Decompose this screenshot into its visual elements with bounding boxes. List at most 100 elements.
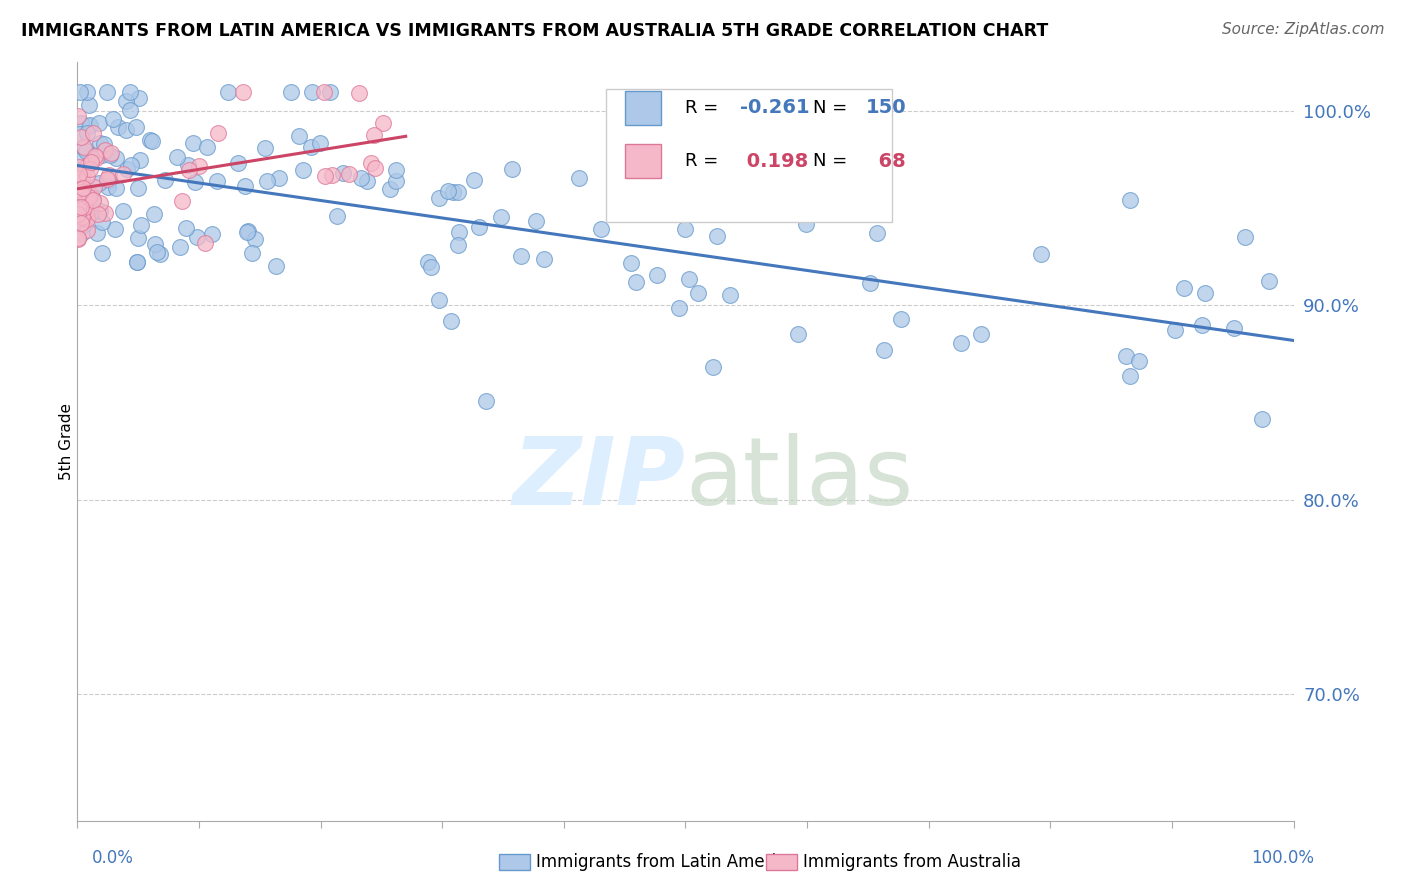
Point xyxy=(467,220,489,235)
Point xyxy=(1250,411,1272,425)
Point xyxy=(184,175,207,189)
Y-axis label: 5th Grade: 5th Grade xyxy=(59,403,73,480)
Point xyxy=(524,214,547,228)
Point xyxy=(70,216,93,230)
Point xyxy=(194,235,217,250)
Point xyxy=(93,136,115,151)
Point xyxy=(125,120,148,135)
Point xyxy=(127,254,149,268)
Point xyxy=(155,173,177,187)
Point xyxy=(169,240,191,254)
Point xyxy=(447,237,470,252)
Point xyxy=(309,136,332,150)
Point xyxy=(75,144,97,158)
Text: R =: R = xyxy=(686,152,724,170)
Point xyxy=(76,223,98,237)
Point xyxy=(84,149,107,163)
Point xyxy=(66,179,89,194)
Point xyxy=(384,163,406,178)
Point xyxy=(371,115,394,129)
Point xyxy=(256,174,278,188)
Point xyxy=(128,153,150,168)
Text: -0.261: -0.261 xyxy=(740,98,810,118)
Point xyxy=(96,85,118,99)
Point xyxy=(89,204,111,219)
Text: ZIP: ZIP xyxy=(513,434,686,525)
Point xyxy=(1029,247,1052,261)
Point xyxy=(363,128,385,142)
Point xyxy=(80,155,103,169)
Point xyxy=(67,182,90,196)
Point xyxy=(950,336,973,351)
Point xyxy=(96,171,118,186)
Point xyxy=(67,232,90,246)
Point xyxy=(267,171,290,186)
Point xyxy=(356,174,378,188)
Point xyxy=(73,140,96,154)
Bar xyxy=(624,91,661,126)
Point xyxy=(441,185,464,199)
Point xyxy=(1191,318,1213,332)
Point xyxy=(177,158,200,172)
Text: 150: 150 xyxy=(866,98,905,118)
Point xyxy=(105,152,128,166)
Point xyxy=(427,191,450,205)
Point xyxy=(72,180,94,194)
Point xyxy=(76,160,98,174)
Point xyxy=(67,207,90,221)
Point xyxy=(139,133,162,147)
Point xyxy=(89,136,111,150)
Point xyxy=(678,272,700,286)
Point xyxy=(205,174,228,188)
Point xyxy=(66,231,89,245)
Point xyxy=(104,221,127,235)
Point xyxy=(67,170,90,185)
Point xyxy=(75,186,97,200)
Point xyxy=(111,167,134,181)
Text: 100.0%: 100.0% xyxy=(1251,849,1315,867)
Point xyxy=(69,85,91,99)
Point xyxy=(337,167,360,181)
Point xyxy=(179,163,201,178)
Point xyxy=(77,98,100,112)
Point xyxy=(72,218,94,232)
Point xyxy=(873,343,896,358)
Point xyxy=(97,180,120,194)
Text: Immigrants from Latin America: Immigrants from Latin America xyxy=(536,853,794,871)
Point xyxy=(226,155,249,169)
Point xyxy=(533,252,555,266)
Point xyxy=(299,139,322,153)
Point xyxy=(120,158,142,172)
Point xyxy=(589,222,612,236)
Point xyxy=(489,210,512,224)
Point xyxy=(75,204,97,219)
Point xyxy=(77,190,100,204)
Point xyxy=(70,200,93,214)
Point xyxy=(76,126,98,140)
Point xyxy=(118,85,141,99)
Point xyxy=(120,103,142,117)
Point xyxy=(70,227,93,241)
Point xyxy=(76,209,98,223)
Point xyxy=(149,246,172,260)
Point xyxy=(72,166,94,180)
Point xyxy=(72,186,94,200)
Point xyxy=(243,232,266,246)
Point xyxy=(66,108,89,122)
Point xyxy=(82,148,104,162)
Point xyxy=(98,148,121,162)
Point xyxy=(69,185,91,199)
Point xyxy=(620,256,643,270)
Point xyxy=(93,144,115,158)
Point xyxy=(174,220,197,235)
Point xyxy=(143,237,166,252)
Text: Source: ZipAtlas.com: Source: ZipAtlas.com xyxy=(1222,22,1385,37)
Text: 0.198: 0.198 xyxy=(740,152,808,170)
Point xyxy=(70,210,93,224)
Text: 68: 68 xyxy=(866,152,907,170)
Point xyxy=(69,216,91,230)
Point xyxy=(67,160,90,174)
Point xyxy=(501,161,523,176)
Point xyxy=(107,120,129,134)
Point xyxy=(77,187,100,202)
